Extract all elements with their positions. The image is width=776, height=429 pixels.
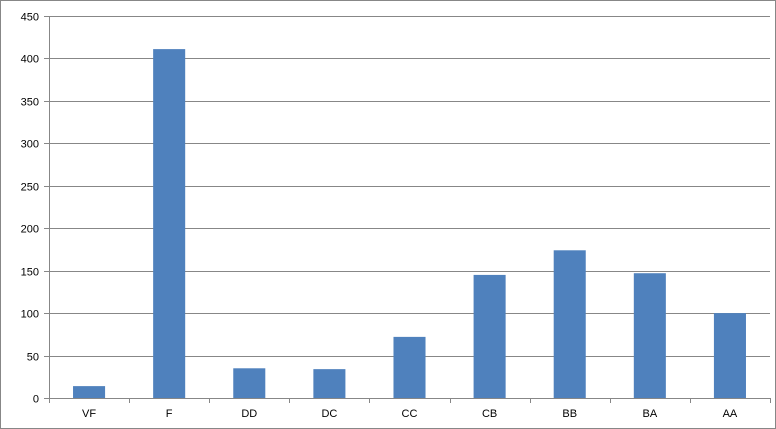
bar-aa [713, 313, 746, 398]
y-tick-label: 100 [21, 309, 39, 321]
bar-dd [233, 368, 266, 398]
bars [73, 49, 746, 399]
y-tick-label: 200 [21, 224, 39, 236]
y-tick-label: 350 [21, 97, 39, 109]
y-tick-label: 400 [21, 54, 39, 66]
x-tick-labels: VF F DD DC CC CB BB BA AA [82, 408, 738, 420]
y-tick-label: 0 [33, 394, 39, 406]
x-tick-label: BA [642, 408, 657, 420]
bar-dc [313, 369, 346, 398]
x-tick-label: CC [402, 408, 418, 420]
x-tick-label: DD [241, 408, 257, 420]
y-tick-label: 150 [21, 267, 39, 279]
x-tick-label: VF [82, 408, 96, 420]
y-tick-labels: 0 50 100 150 200 250 300 350 400 450 [21, 12, 39, 406]
bar-ba [633, 273, 666, 398]
bar-f [153, 49, 186, 399]
x-tick-label: CB [482, 408, 497, 420]
y-tick-label: 450 [21, 12, 39, 24]
bar-cb [473, 274, 506, 398]
x-tick-label: BB [562, 408, 577, 420]
bar-bb [553, 250, 586, 398]
x-tick-label: F [166, 408, 173, 420]
y-tick-label: 50 [27, 352, 39, 364]
y-tick-label: 250 [21, 182, 39, 194]
x-tick-label: DC [321, 408, 337, 420]
y-tick-label: 300 [21, 139, 39, 151]
bar-cc [393, 336, 426, 398]
bar-vf [73, 386, 106, 398]
x-tick-label: AA [723, 408, 738, 420]
axes [44, 16, 771, 403]
